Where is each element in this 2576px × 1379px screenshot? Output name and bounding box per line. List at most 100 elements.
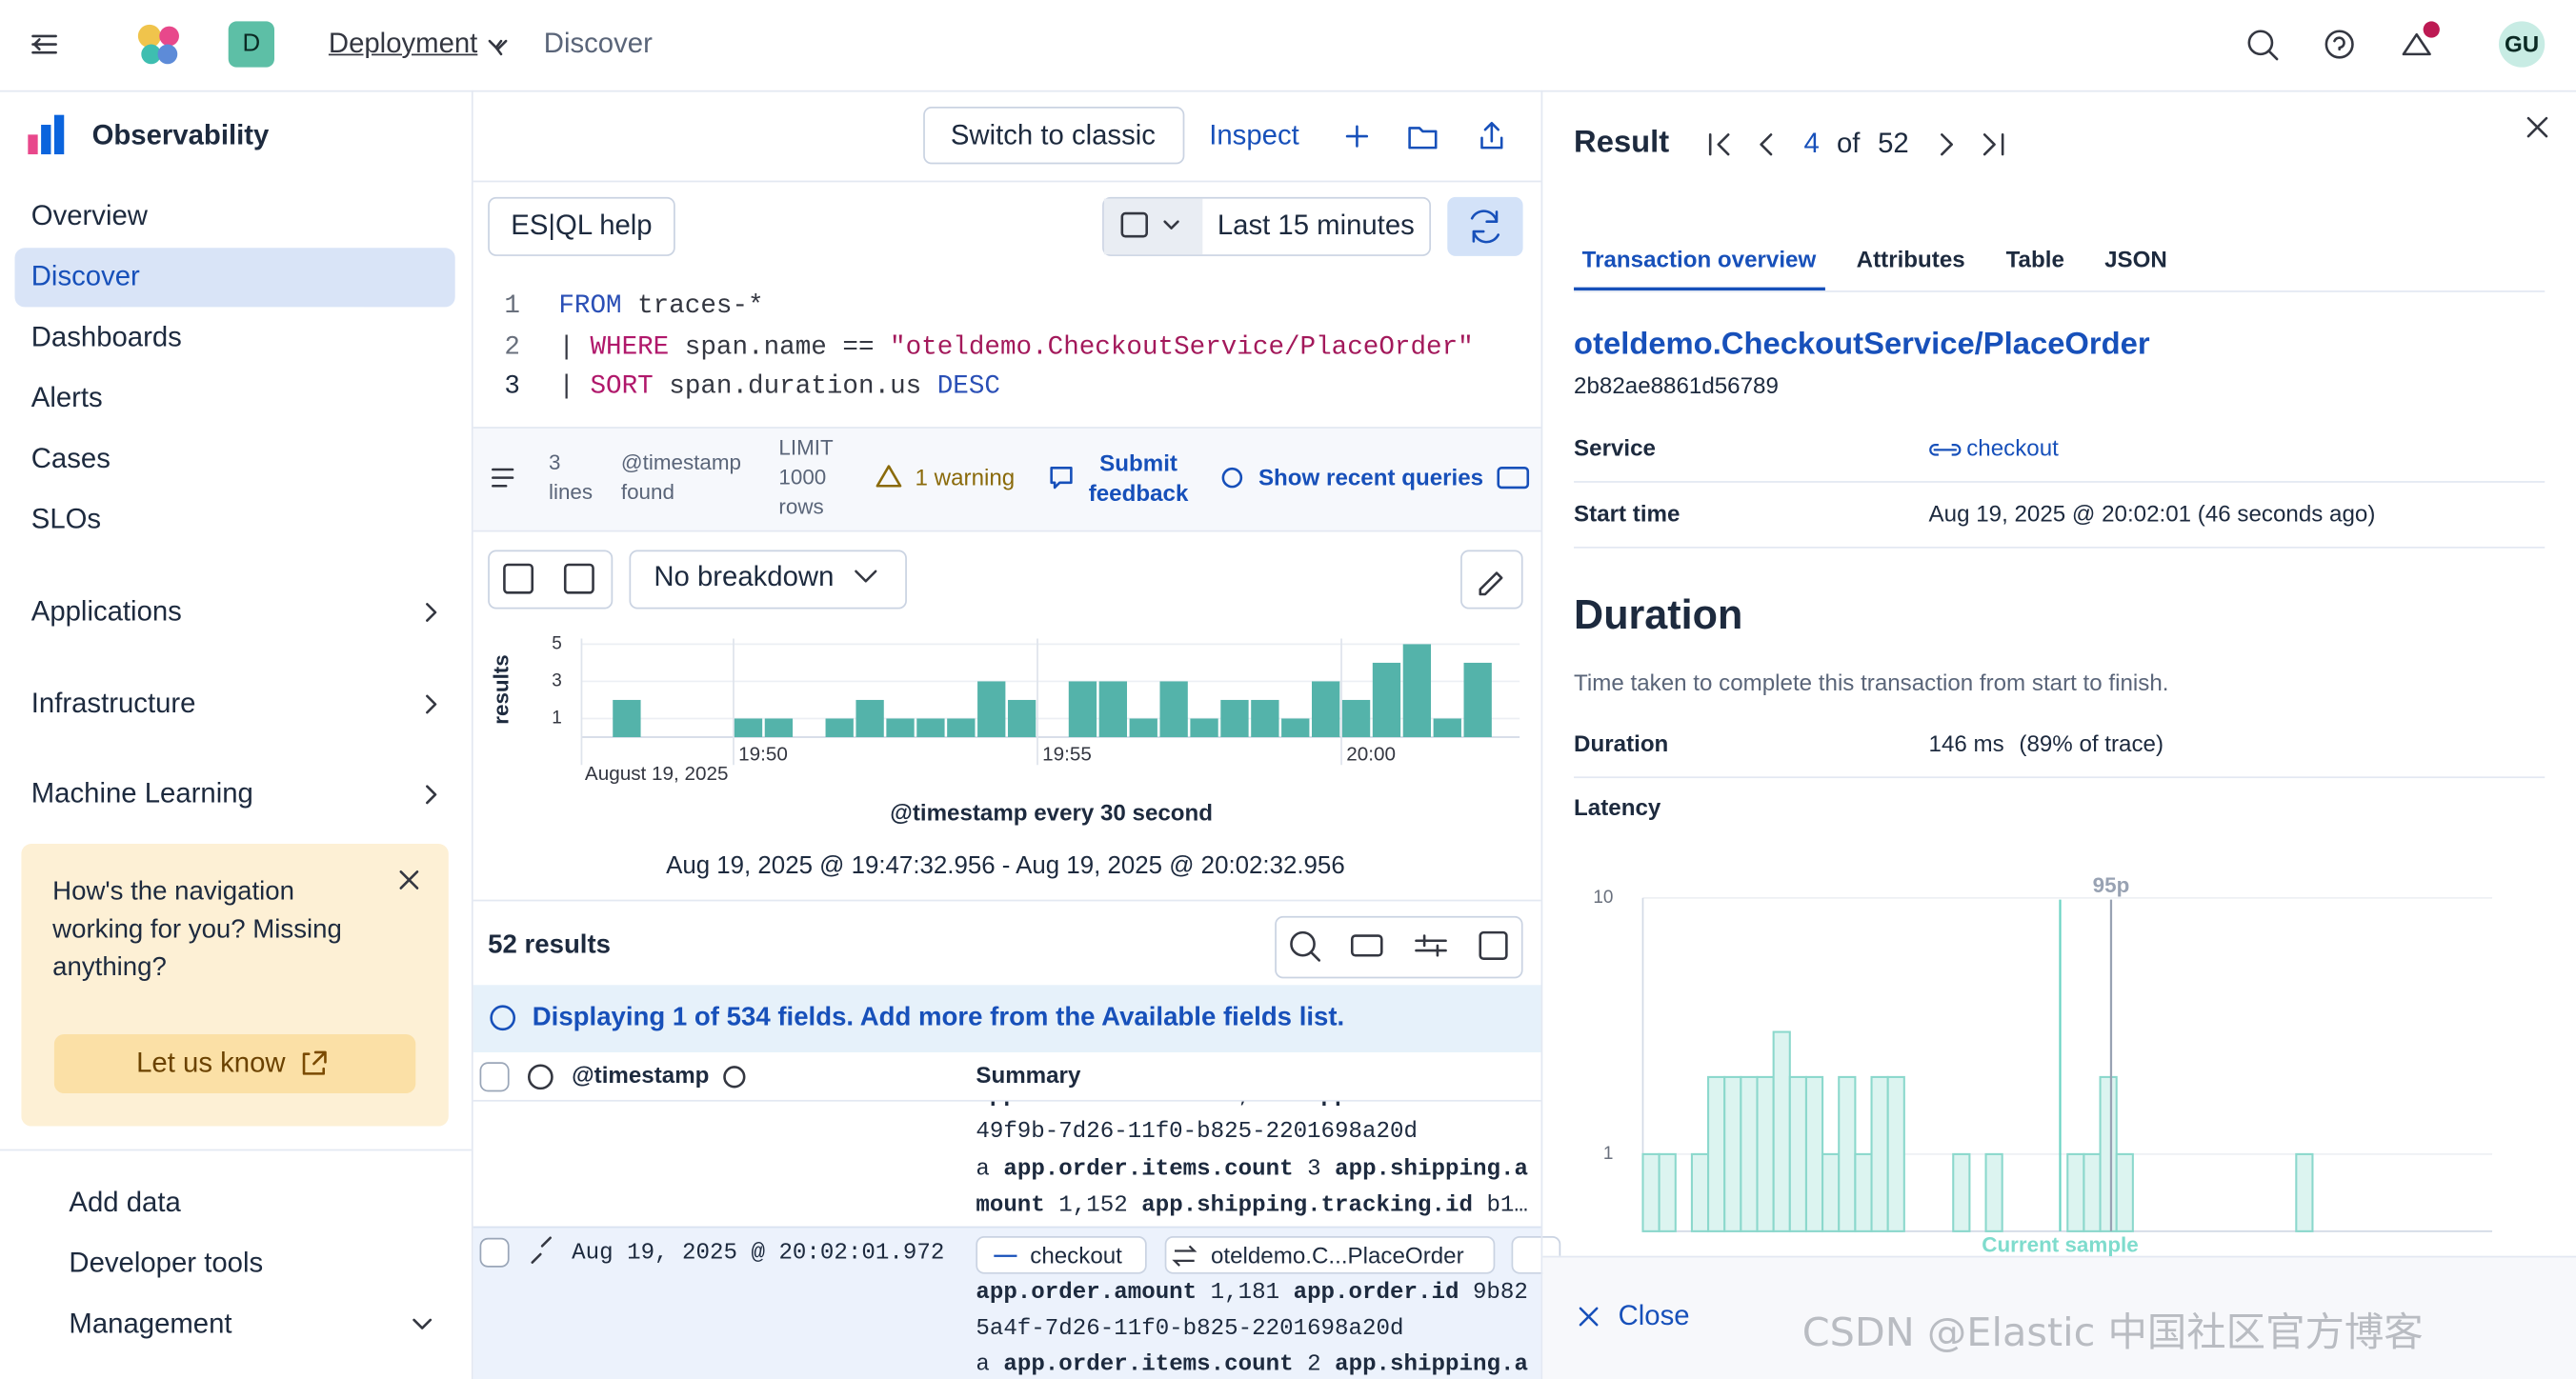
- nav-item[interactable]: Discover: [30, 260, 140, 292]
- status-limit: LIMIT 1000 rows: [778, 434, 834, 519]
- edit-button[interactable]: [1460, 550, 1523, 610]
- date-quick-menu[interactable]: [1103, 198, 1203, 255]
- token: |: [558, 331, 574, 362]
- nav-item[interactable]: Dashboards: [30, 321, 182, 353]
- summary-line: app.order.amount 1,181 app.order.id 9b82: [976, 1280, 1528, 1308]
- help-button[interactable]: [488, 196, 675, 256]
- bar: [1788, 1075, 1807, 1232]
- feedback-button-label[interactable]: Let us know: [136, 1047, 286, 1079]
- bar: [1804, 1075, 1824, 1232]
- tag-pill[interactable]: [1164, 1236, 1496, 1274]
- sample-label: Current sample: [1982, 1232, 2138, 1256]
- nav-item[interactable]: Overview: [30, 199, 148, 231]
- tabs-border: [1574, 290, 2546, 292]
- watermark: CSDN @Elastic 中国社区官方博客: [1801, 1309, 2424, 1356]
- field-label: Start time: [1574, 500, 1680, 527]
- row-timestamp: Aug 19, 2025 @ 20:02:01.972: [572, 1240, 945, 1268]
- feedback-link[interactable]: Submit feedback: [1088, 450, 1189, 506]
- field-value: Aug 19, 2025 @ 20:02:01 (46 seconds ago): [1928, 500, 2376, 527]
- code-line: FROM traces-*: [558, 291, 763, 323]
- close-button[interactable]: Close: [1618, 1299, 1690, 1331]
- bar: [1821, 1152, 1841, 1232]
- time-picker[interactable]: [1102, 196, 1432, 256]
- breakdown-select[interactable]: [629, 550, 907, 610]
- y-tick-label: 1: [552, 708, 562, 728]
- token: traces-*: [621, 290, 764, 321]
- bar: [1707, 1075, 1726, 1232]
- field-value: 146 ms: [1928, 729, 2004, 756]
- section-heading: Duration: [1574, 592, 1743, 639]
- pager-of: of: [1836, 128, 1861, 159]
- bar: [1068, 681, 1097, 737]
- user-avatar[interactable]: [2498, 21, 2546, 68]
- nav-group[interactable]: Machine Learning: [30, 777, 253, 809]
- bar: [1129, 718, 1157, 737]
- footer-item[interactable]: Developer tools: [69, 1247, 264, 1279]
- tab[interactable]: Attributes: [1856, 245, 1965, 272]
- user-initials[interactable]: GU: [2504, 30, 2540, 57]
- breakdown-label[interactable]: No breakdown: [654, 561, 835, 592]
- token: 9fd: [1473, 1102, 1527, 1109]
- bar: [1690, 1152, 1710, 1232]
- nav-item[interactable]: Alerts: [30, 382, 103, 414]
- tag[interactable]: checkout: [1030, 1242, 1122, 1269]
- token: span.duration.us: [653, 371, 937, 402]
- token: app.order.items.count: [1003, 1156, 1294, 1184]
- refresh-button[interactable]: [1447, 196, 1523, 256]
- tab[interactable]: JSON: [2104, 245, 2167, 272]
- bar: [1723, 1075, 1742, 1232]
- breadcrumb[interactable]: Deployment: [328, 27, 478, 59]
- tab[interactable]: Transaction overview: [1581, 245, 1817, 272]
- bar: [1372, 662, 1401, 737]
- token: 2: [1293, 1351, 1336, 1379]
- footer-item[interactable]: Add data: [69, 1186, 181, 1218]
- space-badge[interactable]: [228, 21, 274, 68]
- token: DESC: [936, 371, 1000, 402]
- recent-queries[interactable]: Show recent queries: [1258, 464, 1484, 490]
- space-initial[interactable]: D: [242, 30, 261, 58]
- y-tick-label: 3: [552, 670, 562, 690]
- token: 1,152: [1044, 1192, 1142, 1220]
- transaction-name[interactable]: oteldemo.CheckoutService/PlaceOrder: [1574, 328, 2150, 363]
- button-label[interactable]: Switch to classic: [950, 119, 1156, 151]
- grid-toolbar[interactable]: [1275, 915, 1523, 979]
- chart-buttons[interactable]: [488, 550, 614, 610]
- logo-part: [137, 24, 162, 48]
- switch-button[interactable]: [923, 107, 1185, 165]
- nav-group[interactable]: Infrastructure: [30, 687, 196, 719]
- field-value[interactable]: checkout: [1966, 434, 2059, 461]
- bar: [1952, 1152, 1971, 1232]
- checkbox[interactable]: [479, 1237, 510, 1268]
- checkbox[interactable]: [479, 1062, 510, 1092]
- nav-item[interactable]: SLOs: [30, 503, 102, 535]
- token: app.shipping.a: [1335, 1351, 1528, 1379]
- token: SORT: [574, 371, 654, 402]
- warning[interactable]: 1 warning: [915, 464, 1016, 490]
- column-header[interactable]: Summary: [976, 1061, 1081, 1089]
- bar: [734, 718, 763, 737]
- bar: [1870, 1075, 1889, 1232]
- feedback-button[interactable]: [53, 1034, 416, 1094]
- breadcrumb: Discover: [543, 27, 653, 59]
- token: |: [558, 371, 574, 402]
- bar: [613, 699, 641, 737]
- nav-group[interactable]: Applications: [30, 595, 182, 628]
- tab[interactable]: Table: [2005, 245, 2064, 272]
- bar: [1756, 1075, 1775, 1232]
- column-header[interactable]: @timestamp: [572, 1061, 710, 1089]
- tag[interactable]: oteldemo.C...PlaceOrder: [1210, 1242, 1464, 1269]
- code-line: | SORT span.duration.us DESC: [558, 371, 1000, 403]
- nav-item[interactable]: Cases: [30, 443, 111, 474]
- token: 49f9b-7d26-11f0-b825-2201698a20d: [976, 1118, 1418, 1146]
- button-label[interactable]: ES|QL help: [511, 210, 653, 242]
- logo-part: [157, 44, 178, 65]
- bar: [1220, 699, 1249, 737]
- bar: [1984, 1152, 2003, 1232]
- footer-item[interactable]: Management: [69, 1308, 232, 1340]
- bar: [1007, 699, 1036, 737]
- token: 10,700: [1197, 1102, 1307, 1109]
- logo-part: [141, 44, 162, 65]
- inspect-link[interactable]: Inspect: [1209, 119, 1299, 151]
- token: app.order.amount: [976, 1102, 1197, 1109]
- time-range[interactable]: Last 15 minutes: [1217, 210, 1415, 242]
